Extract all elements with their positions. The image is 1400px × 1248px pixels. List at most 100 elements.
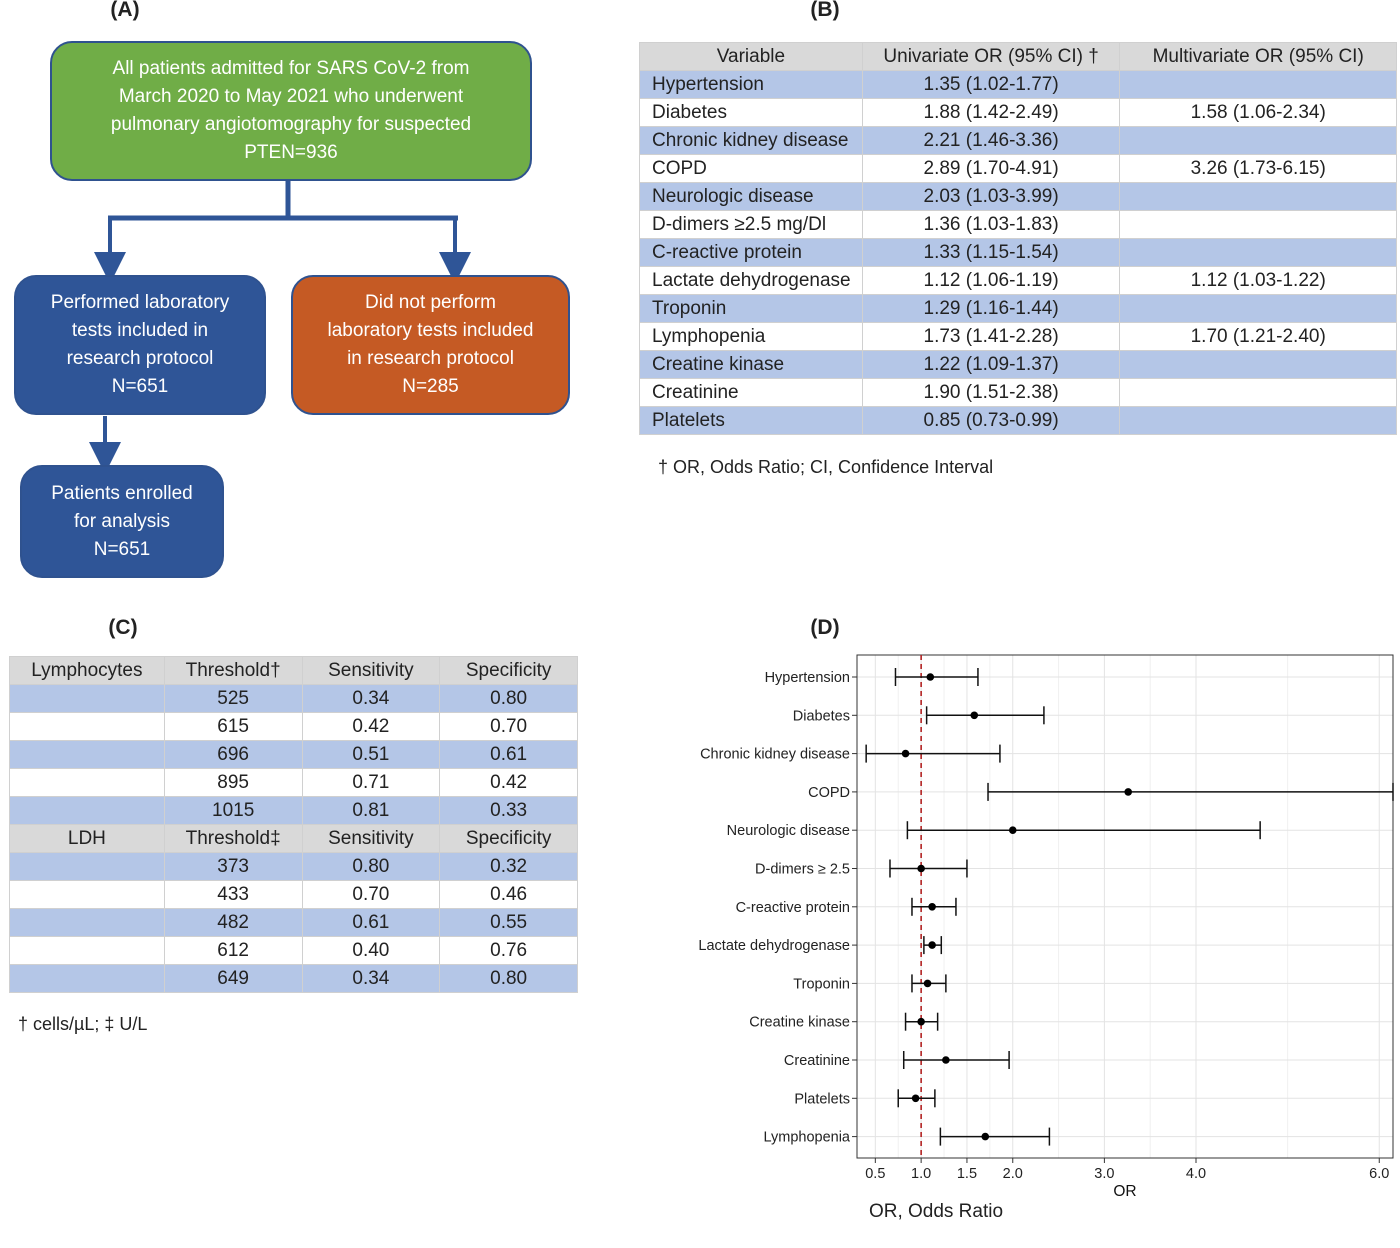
cell-specificity: 0.32 bbox=[439, 852, 578, 881]
cell-multivariate bbox=[1119, 182, 1397, 211]
table-header-row: Variable Univariate OR (95% CI) † Multiv… bbox=[639, 42, 1397, 71]
y-tick-label: Diabetes bbox=[793, 708, 850, 724]
cell-univariate: 2.03 (1.03-3.99) bbox=[861, 182, 1121, 211]
col-header-sensitivity: Sensitivity bbox=[301, 656, 441, 685]
col-header-sensitivity: Sensitivity bbox=[301, 824, 441, 853]
cell-multivariate bbox=[1119, 238, 1397, 267]
cell-threshold: 482 bbox=[163, 908, 303, 937]
or-point bbox=[942, 1056, 950, 1064]
cell-variable: D-dimers ≥2.5 mg/Dl bbox=[639, 210, 863, 239]
cell-variable: Diabetes bbox=[639, 98, 863, 127]
or-point bbox=[928, 903, 936, 911]
or-point bbox=[911, 1094, 920, 1103]
cell-univariate: 1.22 (1.09-1.37) bbox=[861, 350, 1121, 379]
cell-univariate: 1.29 (1.16-1.44) bbox=[861, 294, 1121, 323]
cell-multivariate: 1.12 (1.03-1.22) bbox=[1119, 266, 1397, 295]
x-axis-label: OR bbox=[1113, 1183, 1136, 1200]
col-header-threshold: Threshold† bbox=[163, 656, 303, 685]
or-point bbox=[981, 1132, 990, 1141]
y-tick-label: D-dimers ≥ 2.5 bbox=[755, 862, 850, 878]
cell-multivariate bbox=[1119, 126, 1397, 155]
y-tick-label: Hypertension bbox=[765, 670, 850, 686]
cell-specificity: 0.42 bbox=[439, 768, 578, 797]
cell-empty bbox=[9, 908, 165, 937]
cell-threshold: 1015 bbox=[163, 796, 303, 825]
table-row: Chronic kidney disease 2.21 (1.46-3.36) bbox=[639, 126, 1397, 155]
cell-univariate: 2.89 (1.70-4.91) bbox=[861, 154, 1121, 183]
cell-empty bbox=[9, 712, 165, 741]
cell-empty bbox=[9, 768, 165, 797]
cell-variable: Chronic kidney disease bbox=[639, 126, 863, 155]
or-point bbox=[928, 941, 936, 949]
y-tick-label: Lymphopenia bbox=[763, 1130, 850, 1146]
table-row: Platelets 0.85 (0.73-0.99) bbox=[639, 406, 1397, 435]
or-point bbox=[1124, 788, 1133, 796]
y-tick-label: Creatinine bbox=[784, 1053, 850, 1069]
table-row: Lactate dehydrogenase 1.12 (1.06-1.19) 1.1… bbox=[639, 266, 1397, 295]
panel-label-a: (A) bbox=[110, 0, 140, 21]
cell-empty bbox=[9, 936, 165, 965]
table-row: Lymphopenia 1.73 (1.41-2.28) 1.70 (1.21-2.… bbox=[639, 322, 1397, 351]
or-point bbox=[917, 864, 925, 873]
col-header-ldh: LDH bbox=[9, 824, 165, 853]
or-point bbox=[926, 673, 935, 681]
cell-threshold: 612 bbox=[163, 936, 303, 965]
cell-specificity: 0.76 bbox=[439, 936, 578, 965]
panel-label-c: (C) bbox=[108, 616, 138, 639]
cell-sensitivity: 0.34 bbox=[301, 684, 441, 713]
table-row: COPD 2.89 (1.70-4.91) 3.26 (1.73-6.15) bbox=[639, 154, 1397, 183]
cell-univariate: 2.21 (1.46-3.36) bbox=[861, 126, 1121, 155]
table-row: 895 0.71 0.42 bbox=[9, 768, 578, 797]
table-row: Creatine kinase 1.22 (1.09-1.37) bbox=[639, 350, 1397, 379]
flow-box-all-patients: All patients admitted for SARS CoV-2 fro… bbox=[50, 41, 532, 181]
panel-label-b: (B) bbox=[810, 0, 840, 21]
x-tick-label: 1.0 bbox=[911, 1166, 931, 1182]
x-tick-label: 4.0 bbox=[1186, 1166, 1206, 1182]
or-point bbox=[917, 1017, 925, 1026]
x-tick-label: 3.0 bbox=[1094, 1166, 1114, 1182]
cell-specificity: 0.33 bbox=[439, 796, 578, 825]
y-tick-label: Neurologic disease bbox=[727, 823, 850, 839]
cell-specificity: 0.80 bbox=[439, 964, 578, 993]
y-tick-label: C-reactive protein bbox=[736, 900, 850, 916]
table-or: Variable Univariate OR (95% CI) † Multiv… bbox=[639, 42, 1397, 435]
cell-specificity: 0.80 bbox=[439, 684, 578, 713]
cell-multivariate: 3.26 (1.73-6.15) bbox=[1119, 154, 1397, 183]
cell-variable: Lymphopenia bbox=[639, 322, 863, 351]
cell-threshold: 615 bbox=[163, 712, 303, 741]
cell-specificity: 0.61 bbox=[439, 740, 578, 769]
table-row: Troponin 1.29 (1.16-1.44) bbox=[639, 294, 1397, 323]
cell-sensitivity: 0.42 bbox=[301, 712, 441, 741]
y-tick-label: Creatine kinase bbox=[749, 1015, 850, 1031]
cell-threshold: 525 bbox=[163, 684, 303, 713]
cell-multivariate bbox=[1119, 406, 1397, 435]
cell-multivariate: 1.70 (1.21-2.40) bbox=[1119, 322, 1397, 351]
cell-variable: Platelets bbox=[639, 406, 863, 435]
col-header-multivariate: Multivariate OR (95% CI) bbox=[1119, 42, 1397, 71]
cell-variable: Troponin bbox=[639, 294, 863, 323]
cell-multivariate bbox=[1119, 350, 1397, 379]
cell-sensitivity: 0.71 bbox=[301, 768, 441, 797]
cell-variable: COPD bbox=[639, 154, 863, 183]
table-b-footnote: † OR, Odds Ratio; CI, Confidence Interva… bbox=[658, 457, 994, 477]
x-tick-label: 2.0 bbox=[1003, 1166, 1023, 1182]
or-point bbox=[901, 749, 910, 758]
cell-univariate: 1.12 (1.06-1.19) bbox=[861, 266, 1121, 295]
table-thresholds: Lymphocytes Threshold† Sensitivity Speci… bbox=[9, 656, 578, 993]
cell-univariate: 1.35 (1.02-1.77) bbox=[861, 70, 1121, 99]
cell-univariate: 1.36 (1.03-1.83) bbox=[861, 210, 1121, 239]
cell-univariate: 1.88 (1.42-2.49) bbox=[861, 98, 1121, 127]
cell-variable: Neurologic disease bbox=[639, 182, 863, 211]
cell-sensitivity: 0.81 bbox=[301, 796, 441, 825]
y-tick-label: Lactate dehydrogenase bbox=[698, 938, 850, 954]
x-tick-label: 1.5 bbox=[957, 1166, 977, 1182]
or-point bbox=[923, 979, 932, 988]
cell-sensitivity: 0.61 bbox=[301, 908, 441, 937]
cell-specificity: 0.46 bbox=[439, 880, 578, 909]
flowchart-connectors bbox=[89, 180, 471, 474]
cell-univariate: 1.90 (1.51-2.38) bbox=[861, 378, 1121, 407]
x-tick-label: 0.5 bbox=[865, 1166, 885, 1182]
cell-univariate: 1.33 (1.15-1.54) bbox=[861, 238, 1121, 267]
plot-caption: OR, Odds Ratio bbox=[869, 1201, 1003, 1222]
